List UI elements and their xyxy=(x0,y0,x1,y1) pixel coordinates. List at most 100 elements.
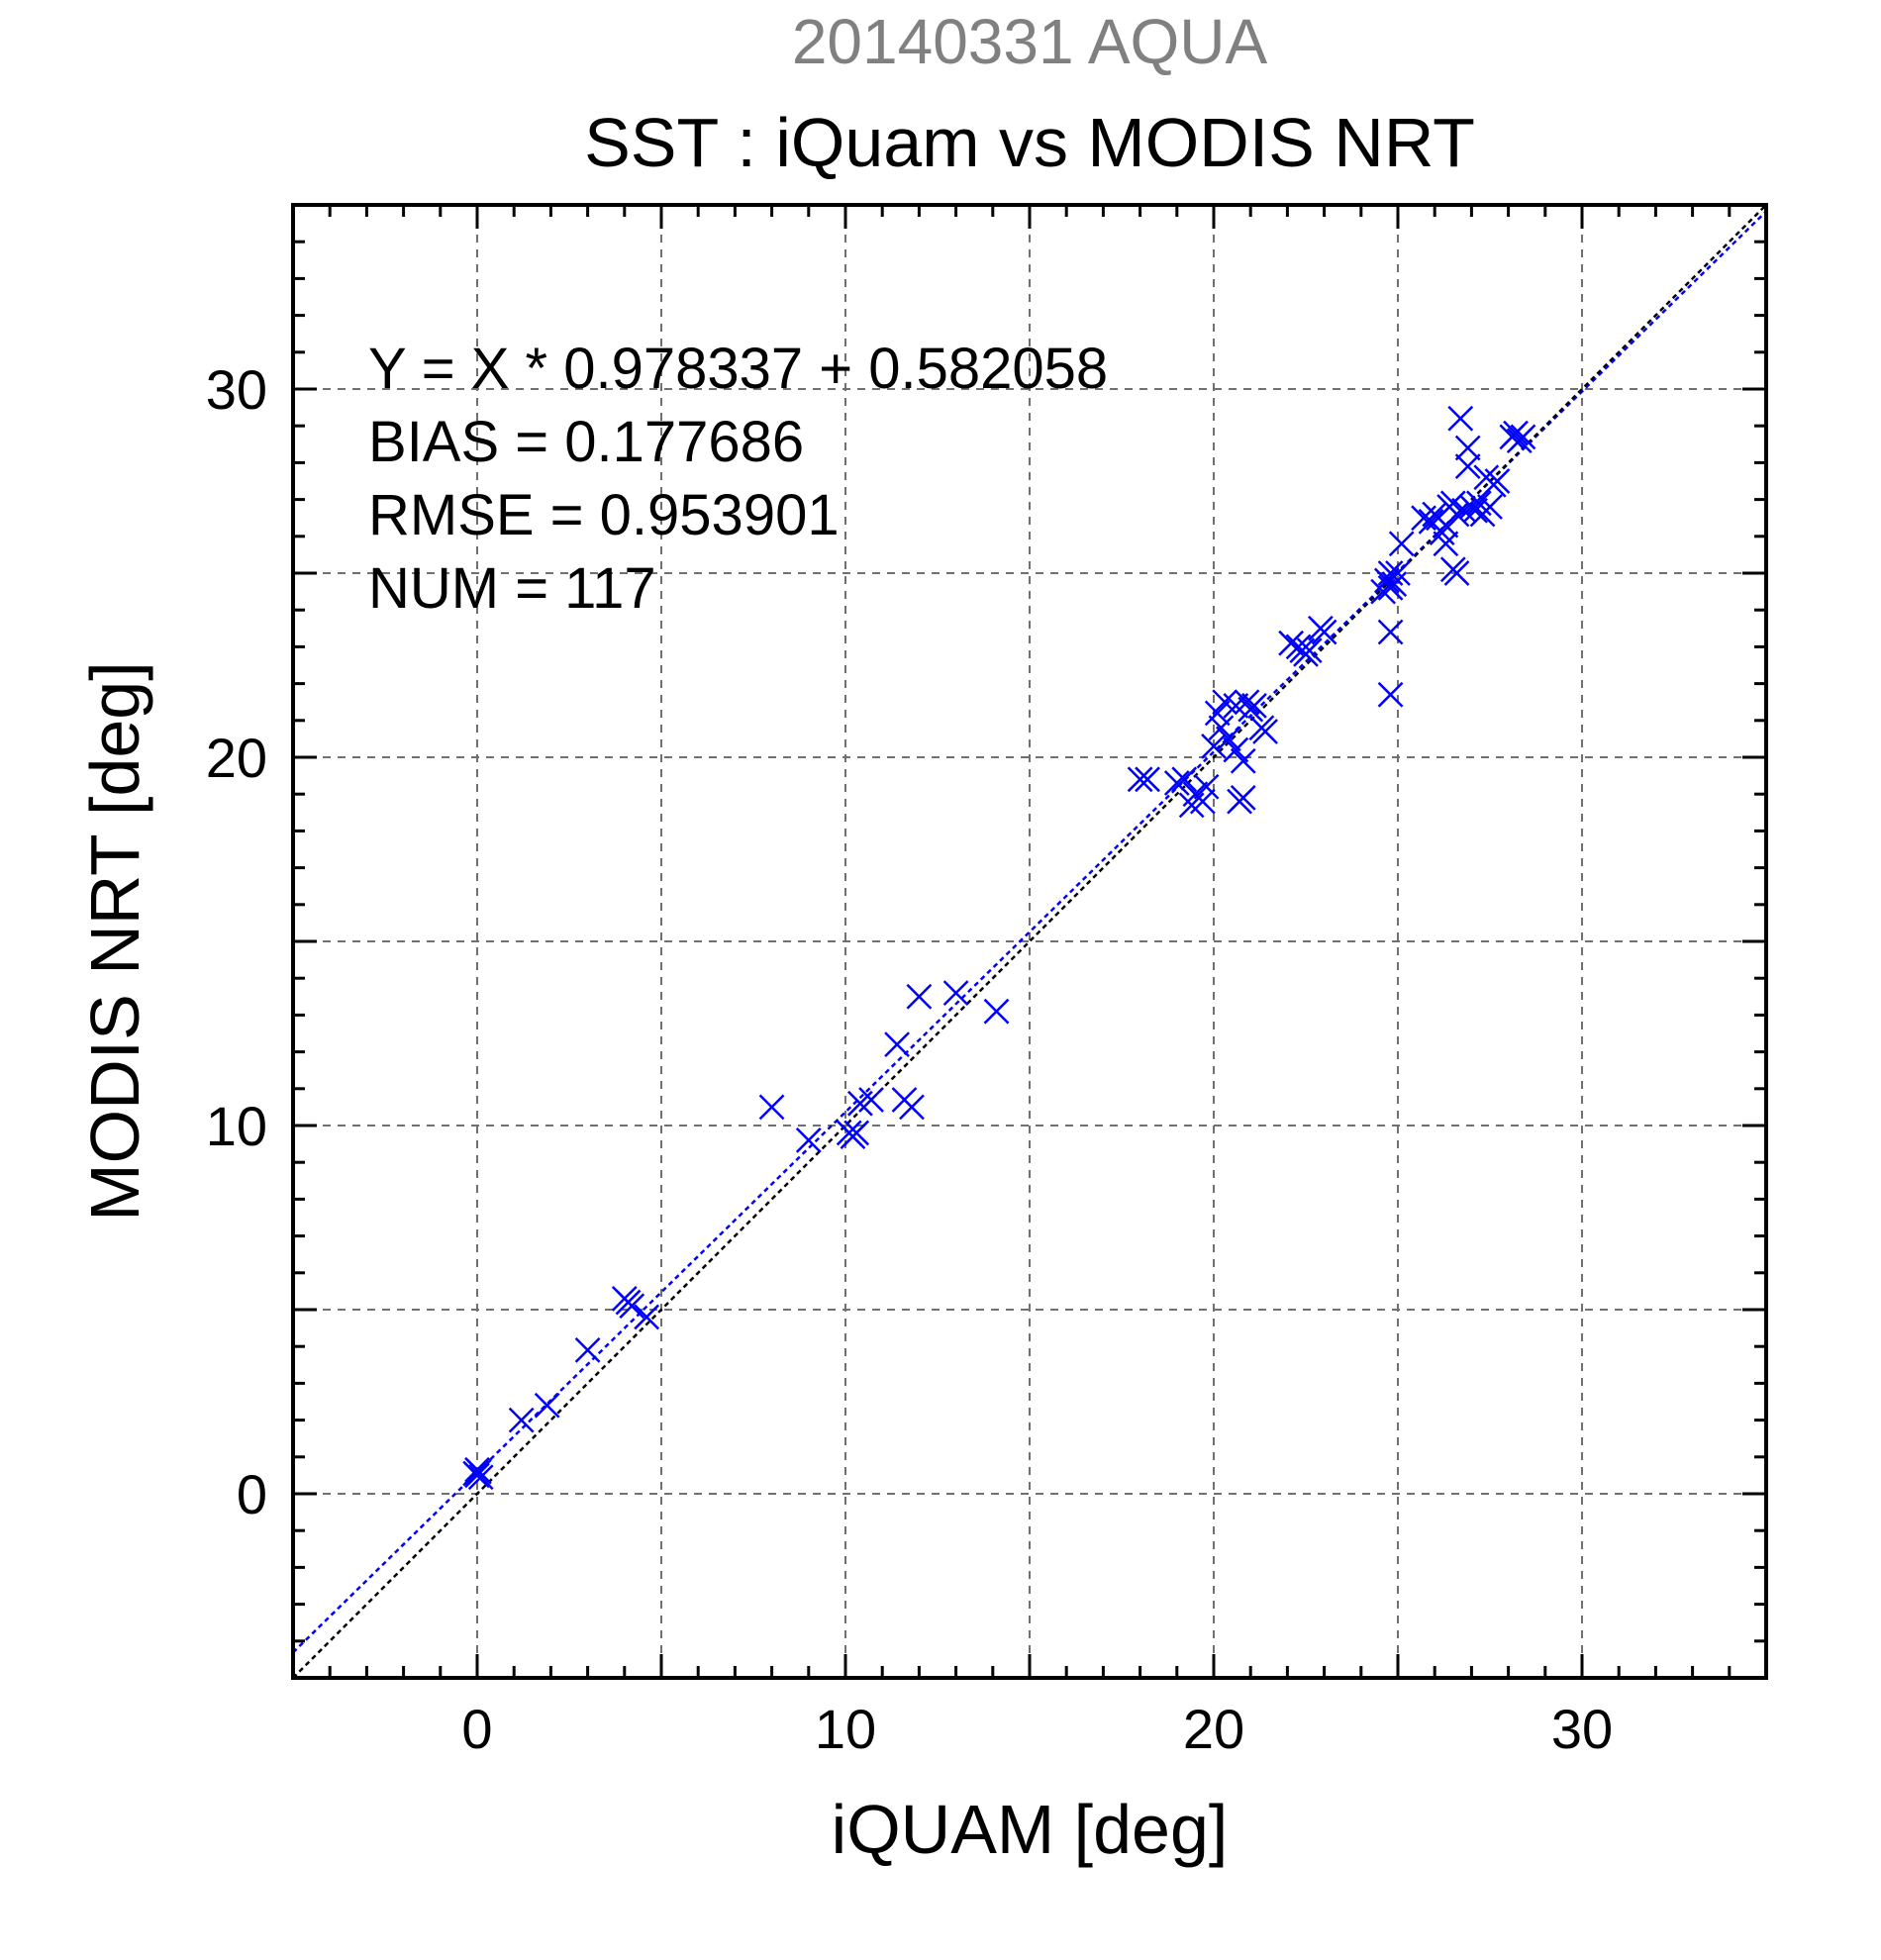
data-point-stroke xyxy=(1385,560,1411,586)
data-point-stroke xyxy=(1223,736,1249,763)
data-point-stroke xyxy=(1377,681,1404,708)
data-point-stroke xyxy=(795,1127,822,1153)
data-point xyxy=(464,1456,490,1483)
data-point-stroke xyxy=(1465,490,1492,517)
data-point-stroke xyxy=(1193,773,1220,800)
data-point xyxy=(1388,531,1415,557)
data-point-stroke xyxy=(942,980,969,1006)
data-point-stroke xyxy=(1377,560,1404,586)
y-tick-label: 30 xyxy=(206,358,267,421)
data-point xyxy=(1443,560,1470,586)
data-point xyxy=(1127,766,1153,793)
data-point-stroke xyxy=(843,1120,870,1146)
data-point-stroke xyxy=(1311,619,1337,645)
data-point-stroke xyxy=(1230,785,1256,811)
data-point-stroke xyxy=(983,998,1010,1025)
data-point-stroke xyxy=(1163,770,1190,796)
x-tick-label: 20 xyxy=(1183,1698,1244,1760)
data-point-stroke xyxy=(1252,719,1278,744)
data-point-stroke xyxy=(1171,766,1198,793)
stats-line-regression: Y = X * 0.978337 + 0.582058 xyxy=(368,337,1108,401)
x-axis-label: iQUAM [deg] xyxy=(832,1791,1229,1868)
data-point-stroke xyxy=(1443,560,1470,586)
data-point-stroke xyxy=(1189,788,1216,815)
data-point-stroke xyxy=(858,1087,884,1113)
data-point-stroke xyxy=(884,1031,910,1058)
stats-line-bias: BIAS = 0.177686 xyxy=(368,410,804,474)
data-point-stroke xyxy=(1208,715,1235,741)
data-point xyxy=(1510,424,1536,450)
y-tick-label: 20 xyxy=(206,727,267,789)
data-point xyxy=(1241,693,1267,719)
chart-header: 20140331 AQUA xyxy=(792,6,1268,77)
chart-title: SST : iQuam vs MODIS NRT xyxy=(584,104,1475,181)
data-point xyxy=(899,1094,925,1121)
data-point xyxy=(467,1464,494,1491)
x-tick-label: 0 xyxy=(461,1698,492,1760)
stats-annotation: Y = X * 0.978337 + 0.582058 BIAS = 0.177… xyxy=(368,337,1108,621)
data-point xyxy=(1208,715,1235,741)
data-point-stroke xyxy=(1127,766,1153,793)
x-tick-label: 30 xyxy=(1551,1698,1613,1760)
data-point-stroke xyxy=(1230,747,1256,774)
y-tick-label: 0 xyxy=(237,1463,267,1525)
stats-line-rmse: RMSE = 0.953901 xyxy=(368,483,840,547)
data-point xyxy=(1503,420,1529,446)
data-point xyxy=(1252,719,1278,744)
data-point-stroke xyxy=(1433,531,1459,557)
data-point xyxy=(1204,700,1231,727)
data-point xyxy=(1477,494,1503,520)
data-point-stroke xyxy=(464,1456,490,1483)
data-point xyxy=(1484,468,1511,494)
data-point-stroke xyxy=(1241,693,1267,719)
data-point xyxy=(1171,766,1198,793)
data-point-stroke xyxy=(467,1464,494,1491)
grid-lines xyxy=(293,205,1766,1678)
data-point xyxy=(1230,785,1256,811)
data-point xyxy=(574,1337,601,1363)
data-point-stroke xyxy=(758,1094,785,1121)
data-point-stroke xyxy=(1278,630,1305,656)
data-point-stroke xyxy=(462,1460,489,1487)
y-tick-label: 10 xyxy=(206,1095,267,1157)
data-point xyxy=(1223,736,1249,763)
data-point-stroke xyxy=(1484,468,1511,494)
data-point xyxy=(1462,497,1489,524)
data-point xyxy=(843,1120,870,1146)
data-point-stroke xyxy=(1443,501,1470,528)
data-point-stroke xyxy=(574,1337,601,1363)
data-point-stroke xyxy=(1454,453,1481,480)
data-point xyxy=(1201,733,1227,759)
data-point-stroke xyxy=(906,983,933,1010)
data-point-stroke xyxy=(1373,567,1400,594)
data-point-stroke xyxy=(1447,405,1474,432)
data-point xyxy=(1135,766,1160,793)
data-point xyxy=(942,980,969,1006)
data-point-stroke xyxy=(1377,619,1404,645)
data-point xyxy=(1377,619,1404,645)
data-point-stroke xyxy=(1454,435,1481,461)
data-point-stroke xyxy=(1234,689,1260,716)
data-point-stroke xyxy=(1215,726,1241,752)
stats-line-num: NUM = 117 xyxy=(368,556,656,621)
data-point-stroke xyxy=(1462,497,1489,524)
data-point xyxy=(1373,567,1400,594)
data-point xyxy=(1454,435,1481,461)
data-point-stroke xyxy=(1388,531,1415,557)
data-point-stroke xyxy=(1135,766,1160,793)
y-tick-labels: 0 10 20 30 xyxy=(206,358,267,1525)
data-point xyxy=(906,983,933,1010)
data-point xyxy=(758,1094,785,1121)
data-point-stroke xyxy=(1429,520,1455,545)
data-point xyxy=(534,1392,560,1419)
data-point-stroke xyxy=(619,1293,645,1320)
data-point-stroke xyxy=(1510,424,1536,450)
data-point xyxy=(858,1087,884,1113)
data-point xyxy=(634,1304,660,1330)
data-point-stroke xyxy=(508,1407,535,1433)
data-point xyxy=(1377,681,1404,708)
data-point-stroke xyxy=(899,1094,925,1121)
data-point-stroke xyxy=(1477,494,1503,520)
y-axis-label: MODIS NRT [deg] xyxy=(76,661,153,1221)
